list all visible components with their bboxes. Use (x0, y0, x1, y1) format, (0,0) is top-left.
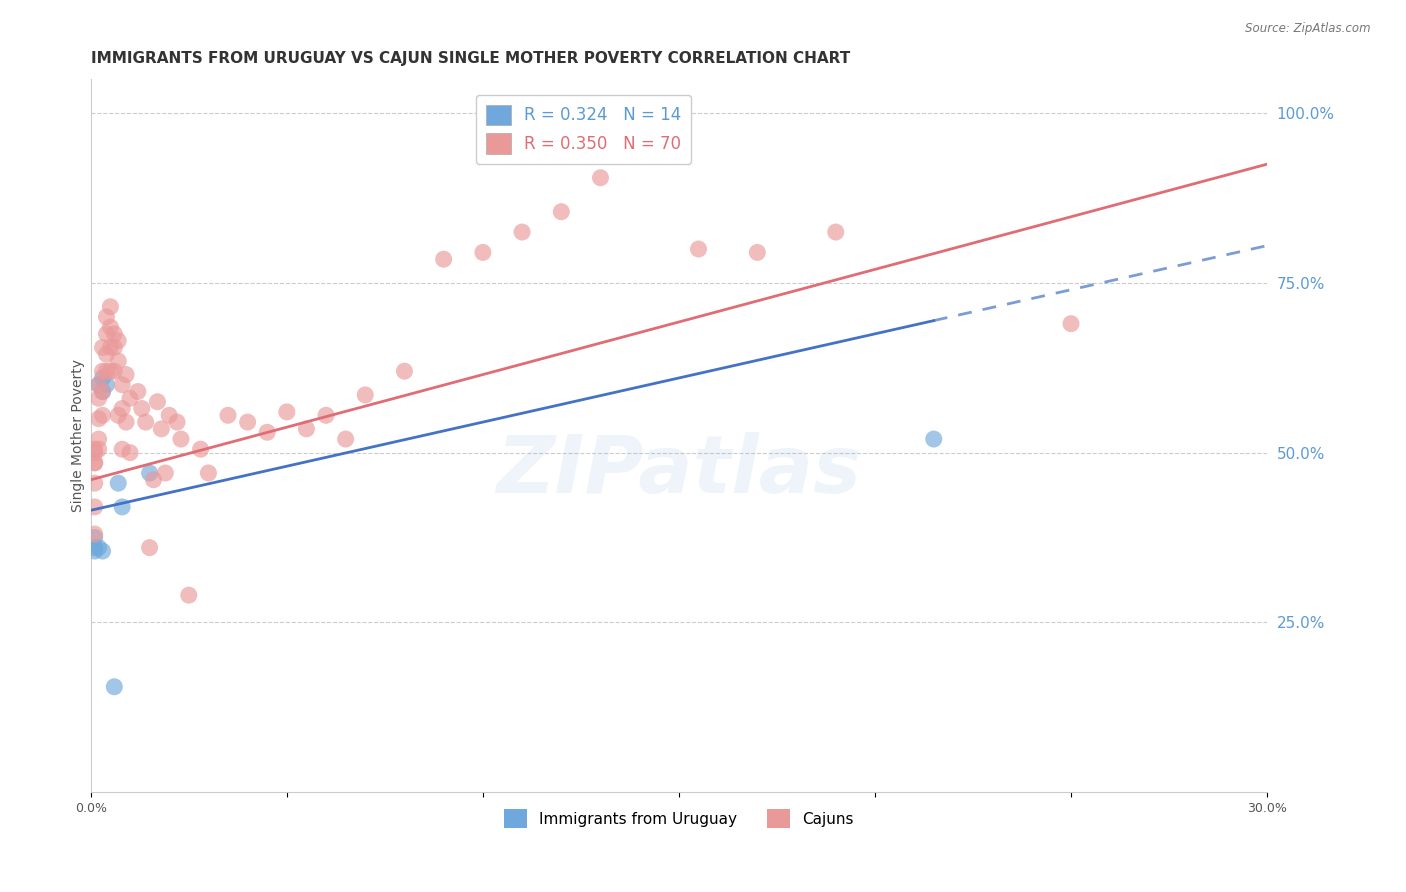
Point (628, 147, 651, 161)
Point (550, 204, 572, 219)
Point (83, 500, 105, 514)
Point (111, 401, 134, 416)
Point (135, 415, 157, 429)
Text: ZIPatlas: ZIPatlas (496, 433, 862, 510)
Point (589, 170, 612, 185)
Point (91, 544, 114, 558)
Point (83, 527, 105, 541)
Legend: Immigrants from Uruguay, Cajuns: Immigrants from Uruguay, Cajuns (498, 804, 860, 834)
Point (394, 364, 416, 378)
Point (315, 409, 337, 423)
Point (138, 541, 160, 555)
Point (256, 425, 278, 440)
Point (118, 445, 141, 459)
Point (83, 476, 105, 491)
Point (157, 409, 180, 423)
Point (1060, 317, 1083, 331)
Point (100, 340, 122, 354)
Point (138, 466, 160, 480)
Point (236, 415, 259, 429)
Point (83, 442, 105, 457)
Point (127, 384, 149, 399)
Point (96, 326, 118, 341)
Point (107, 409, 129, 423)
Point (471, 245, 494, 260)
Point (115, 368, 138, 382)
Point (87, 432, 110, 446)
Point (83, 541, 105, 555)
Point (131, 401, 153, 416)
Point (100, 320, 122, 334)
Y-axis label: Single Mother Poverty: Single Mother Poverty (72, 359, 86, 512)
Point (510, 225, 533, 239)
Point (354, 388, 377, 402)
Text: Source: ZipAtlas.com: Source: ZipAtlas.com (1246, 22, 1371, 36)
Point (91, 409, 114, 423)
Point (146, 394, 169, 409)
Point (922, 432, 945, 446)
Point (96, 310, 118, 324)
Point (91, 384, 114, 399)
Point (87, 411, 110, 425)
Point (150, 422, 173, 436)
Point (155, 466, 177, 480)
Point (335, 432, 357, 446)
Point (103, 340, 125, 354)
Point (83, 531, 105, 545)
Point (87, 377, 110, 392)
Point (87, 442, 110, 457)
Point (118, 392, 141, 406)
Point (87, 377, 110, 392)
Point (103, 680, 125, 694)
Point (96, 377, 118, 392)
Point (824, 225, 846, 239)
Point (107, 354, 129, 368)
Point (170, 432, 193, 446)
Point (100, 300, 122, 314)
Point (83, 456, 105, 470)
Point (103, 326, 125, 341)
Point (111, 377, 134, 392)
Point (295, 422, 318, 436)
Point (107, 334, 129, 348)
Point (91, 384, 114, 399)
Point (100, 364, 122, 378)
Point (91, 340, 114, 354)
Point (111, 500, 134, 514)
Point (217, 409, 239, 423)
Point (747, 245, 769, 260)
Point (103, 364, 125, 378)
Point (177, 588, 200, 602)
Point (107, 476, 129, 491)
Point (96, 347, 118, 361)
Point (83, 544, 105, 558)
Point (190, 442, 212, 457)
Point (91, 371, 114, 385)
Point (688, 242, 710, 256)
Point (91, 364, 114, 378)
Point (197, 466, 219, 480)
Point (433, 252, 456, 267)
Point (87, 392, 110, 406)
Point (87, 541, 110, 555)
Point (83, 456, 105, 470)
Point (276, 405, 298, 419)
Point (115, 415, 138, 429)
Text: IMMIGRANTS FROM URUGUAY VS CAJUN SINGLE MOTHER POVERTY CORRELATION CHART: IMMIGRANTS FROM URUGUAY VS CAJUN SINGLE … (91, 51, 851, 66)
Point (166, 415, 188, 429)
Point (142, 473, 165, 487)
Point (83, 445, 105, 459)
Point (96, 364, 118, 378)
Point (111, 442, 134, 457)
